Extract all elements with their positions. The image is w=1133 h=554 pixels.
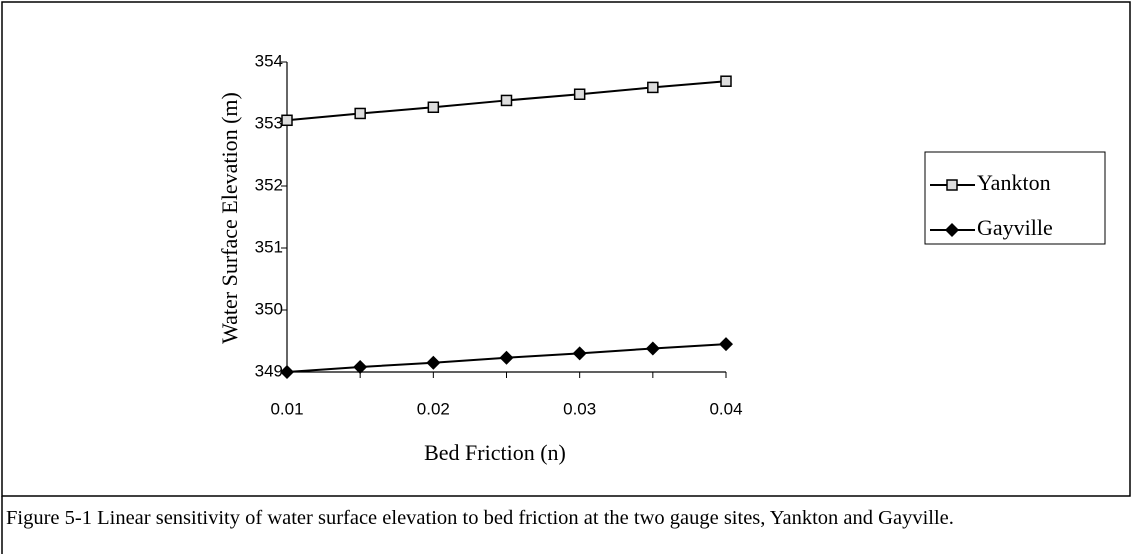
y-tick-label: 352 (255, 175, 283, 194)
marker (354, 107, 366, 120)
marker (353, 360, 368, 375)
y-axis-title: Water Surface Elevation (m) (217, 92, 242, 344)
marker (281, 114, 293, 127)
legend-marker (946, 179, 958, 191)
x-tick-label: 0.04 (709, 399, 742, 418)
marker (720, 75, 732, 87)
marker (645, 341, 660, 356)
y-tick-label: 350 (255, 299, 283, 318)
marker (572, 346, 587, 361)
x-tick-label: 0.02 (417, 399, 450, 418)
x-tick-label: 0.03 (563, 399, 596, 418)
x-axis-title: Bed Friction (n) (424, 440, 566, 465)
marker (500, 94, 513, 107)
marker (427, 101, 440, 114)
marker (647, 81, 659, 94)
y-tick-label: 349 (255, 361, 283, 380)
legend-label: Yankton (977, 170, 1051, 195)
legend-label: Gayville (977, 215, 1053, 240)
caption: Figure 5-1 Linear sensitivity of water s… (6, 507, 954, 529)
marker (426, 355, 441, 370)
y-tick-label: 351 (255, 237, 283, 256)
marker (499, 350, 514, 365)
marker (573, 88, 586, 100)
chart-border (1, 1, 1131, 497)
y-tick-label: 354 (255, 51, 283, 70)
y-tick-label: 353 (255, 113, 283, 132)
marker (280, 365, 294, 379)
marker (719, 337, 733, 352)
legend-marker (945, 223, 959, 237)
x-tick-label: 0.01 (270, 399, 303, 418)
